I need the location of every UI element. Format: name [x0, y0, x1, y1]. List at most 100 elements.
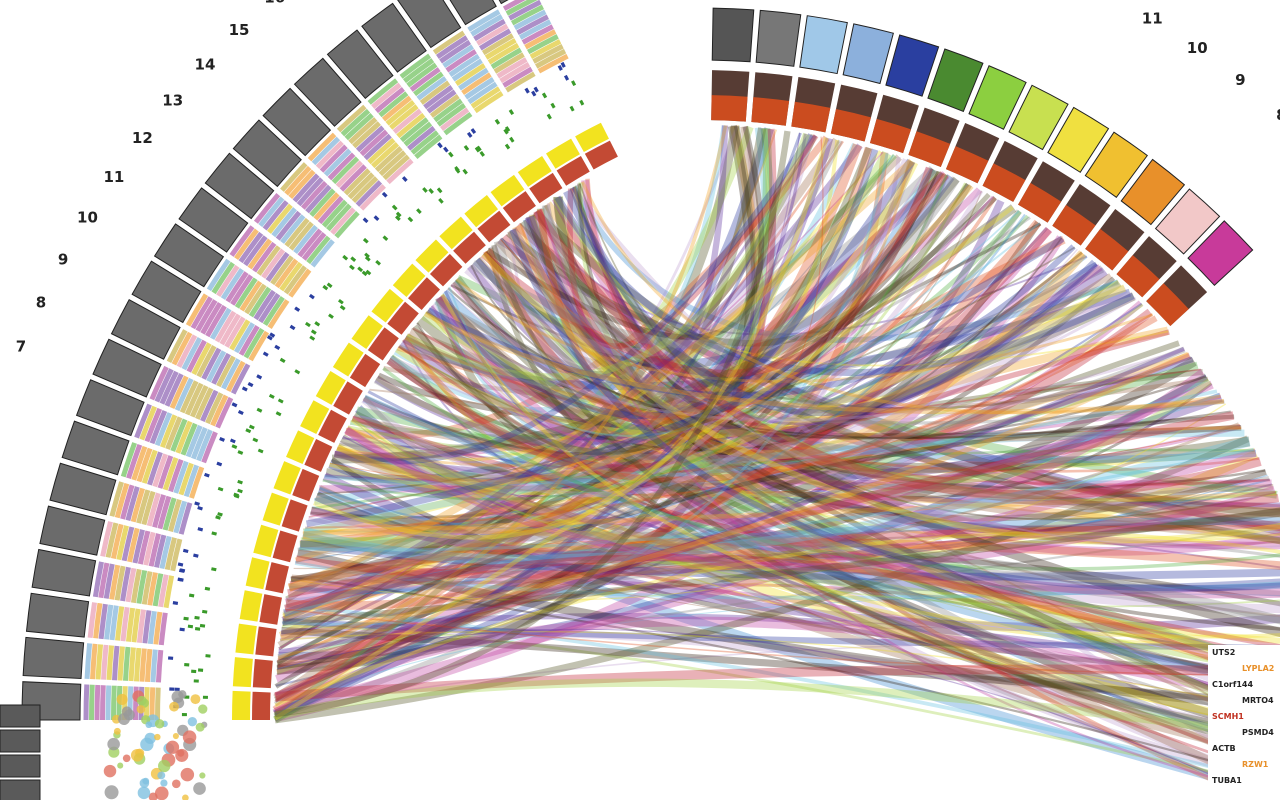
link-ribbon	[304, 210, 1020, 533]
heatmap-cell	[473, 18, 506, 42]
ideogram-block	[449, 0, 497, 26]
link-ribbon	[491, 244, 1280, 753]
ideogram-block	[1008, 84, 1069, 151]
link-ribbon	[328, 462, 1280, 597]
link-ribbon	[337, 160, 911, 467]
heatmap-cell	[149, 409, 168, 445]
scatter-tick	[494, 118, 501, 125]
heatmap-cell	[243, 327, 265, 359]
link-ribbon	[519, 219, 1280, 545]
heatmap-cell	[508, 0, 542, 21]
heatmap-cell	[319, 144, 348, 173]
link-ribbon	[273, 205, 1015, 721]
heatmap-cell	[205, 304, 227, 338]
heatmap-cell	[499, 62, 531, 84]
scatter-tick	[188, 593, 195, 598]
link-ribbon	[577, 182, 1280, 675]
heatmap-cell	[134, 403, 152, 439]
heatmap-cell	[311, 136, 341, 166]
link-ribbon	[455, 278, 1154, 383]
heatmap-cell	[178, 462, 194, 496]
heatmap-cell	[355, 180, 383, 207]
link-ribbon	[316, 486, 1280, 800]
dot	[190, 694, 201, 705]
link-ribbon	[507, 228, 1280, 517]
heatmap-cell	[234, 228, 259, 261]
link-ribbon	[338, 444, 1280, 732]
dot	[182, 730, 197, 744]
link-ribbon	[282, 618, 1280, 651]
heatmap-cell	[389, 104, 419, 130]
red-band	[304, 438, 333, 472]
heatmap-cell	[284, 217, 310, 248]
dot	[142, 777, 150, 785]
link-ribbon	[416, 316, 1251, 473]
scatter-tick	[560, 61, 566, 68]
scatter-tick	[365, 269, 372, 276]
link-ribbon	[571, 185, 1280, 789]
heatmap-cell	[505, 0, 538, 16]
scatter-tick	[454, 165, 460, 172]
dot	[182, 794, 189, 800]
heatmap-cell	[478, 28, 512, 51]
dot	[130, 748, 144, 762]
ideogram-block	[498, 0, 509, 5]
heatmap-cell	[467, 9, 501, 32]
dot	[116, 693, 128, 705]
link-ribbon	[313, 167, 937, 506]
link-ribbon	[277, 173, 949, 660]
link-ribbon	[429, 303, 1280, 790]
heatmap-cell	[296, 177, 324, 207]
heatmap-cell	[378, 91, 409, 118]
scatter-tick	[504, 143, 511, 150]
heatmap-cell	[141, 571, 153, 605]
link-ribbon	[291, 156, 901, 590]
ideogram-block	[293, 57, 362, 127]
heatmap-cell	[117, 646, 125, 681]
scatter-tick	[533, 86, 539, 93]
heatmap-cell	[173, 500, 188, 534]
dot	[113, 727, 121, 735]
link-ribbon	[295, 154, 894, 563]
link-ribbon	[334, 446, 1280, 762]
heatmap-cell	[162, 497, 177, 531]
link-ribbon	[377, 372, 1242, 440]
link-ribbon	[296, 548, 1280, 713]
scatter-tick	[167, 656, 174, 660]
link-ribbon	[274, 531, 1280, 708]
heatmap-cell	[490, 47, 523, 70]
heatmap-cell	[105, 522, 119, 558]
link-ribbon	[322, 174, 948, 501]
ideogram-block	[397, 0, 462, 49]
histogram-fill	[1116, 255, 1160, 298]
dot	[136, 695, 147, 706]
heatmap-cell	[131, 608, 141, 643]
link-ribbon	[274, 642, 1280, 712]
dot	[177, 749, 185, 757]
heatmap-cell	[537, 53, 569, 74]
heatmap-cell	[432, 30, 466, 55]
chromosome-label: 8	[1276, 106, 1280, 124]
red-band	[281, 499, 308, 532]
scatter-tick	[252, 437, 259, 443]
link-ribbon	[581, 180, 1221, 415]
heatmap-cell	[233, 322, 255, 354]
dot	[165, 740, 180, 754]
link-ribbon	[282, 284, 1127, 621]
heatmap-cell	[481, 33, 514, 56]
heatmap-cell	[476, 23, 509, 46]
link-ribbon	[351, 300, 1143, 497]
heatmap-cell	[239, 280, 263, 312]
link-ribbon	[431, 195, 994, 444]
link-ribbon	[553, 196, 1212, 484]
scatter-tick	[279, 357, 286, 364]
scatter-tick	[194, 501, 200, 506]
heatmap-cell	[100, 521, 113, 557]
scatter-tick	[326, 282, 333, 289]
scatter-tick	[407, 216, 414, 223]
link-ribbon	[416, 322, 1280, 659]
yellow-band	[315, 370, 346, 405]
heatmap-cell	[114, 482, 130, 519]
scatter-tick	[205, 654, 211, 658]
scatter-tick	[268, 393, 275, 399]
